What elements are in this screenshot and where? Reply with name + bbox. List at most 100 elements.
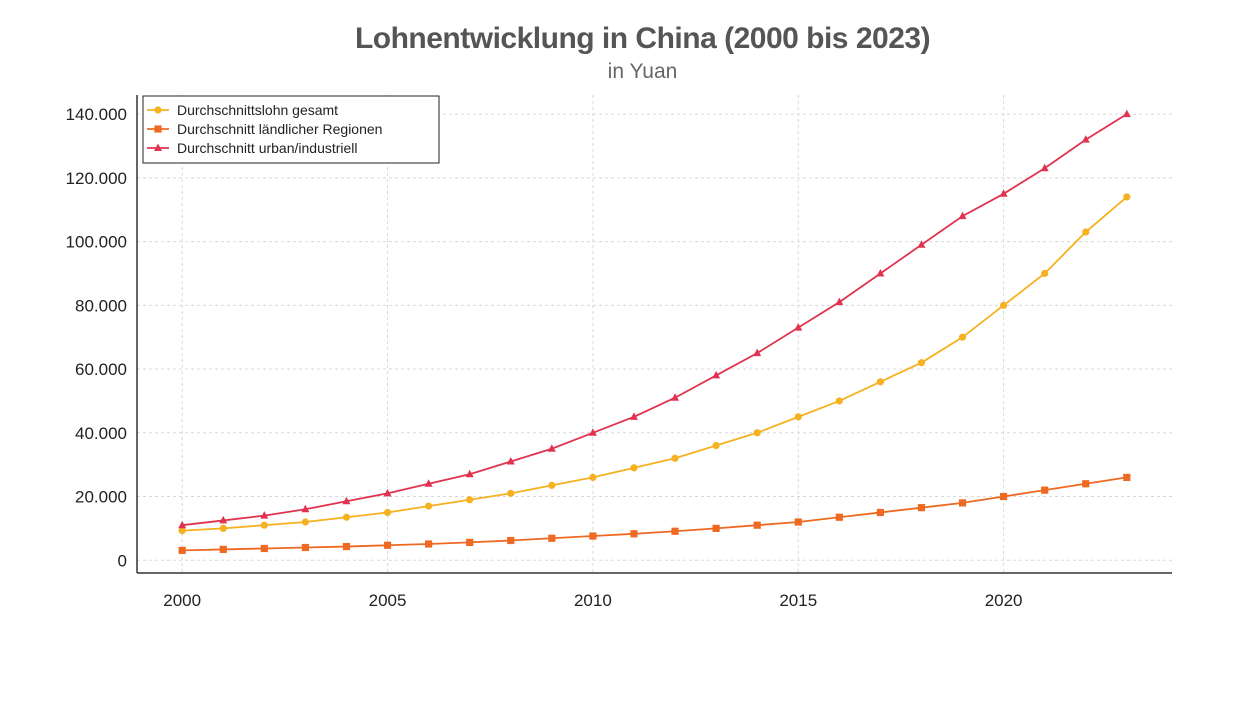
legend-marker: [154, 125, 162, 133]
legend-marker: [154, 106, 162, 114]
data-point: [1041, 269, 1049, 278]
series-line: [182, 196, 1128, 532]
data-point: [589, 532, 597, 540]
legend-box: [142, 95, 440, 164]
legend-label: Durchschnitt urban/industriell: [177, 140, 358, 156]
data-point: [1123, 473, 1131, 481]
data-point: [589, 473, 597, 481]
data-point: [588, 428, 597, 436]
data-point: [342, 496, 351, 505]
data-point: [548, 481, 556, 489]
data-point: [630, 464, 638, 472]
data-point: [671, 454, 679, 462]
legend-entry: Durchschnitt urban/industriell: [147, 140, 358, 156]
data-point: [383, 541, 392, 549]
data-point: [260, 521, 268, 529]
legend-entry: Durchschnitt ländlicher Regionen: [147, 121, 382, 137]
data-point: [999, 189, 1008, 197]
data-point: [178, 527, 186, 535]
data-point: [1081, 135, 1090, 143]
x-tick-label: 2000: [163, 591, 201, 610]
data-point: [753, 521, 761, 529]
series-line: [182, 476, 1127, 552]
data-point: [835, 397, 843, 405]
data-point: [1123, 193, 1131, 201]
y-tick-label: 80.000: [75, 296, 127, 315]
data-point: [301, 504, 310, 513]
data-point: [753, 348, 762, 357]
data-point: [507, 536, 515, 545]
data-point: [876, 268, 885, 277]
data-point: [917, 504, 926, 512]
y-tick-label: 0: [118, 551, 127, 570]
y-tick-label: 100.000: [66, 233, 127, 252]
data-point: [1041, 486, 1049, 494]
y-tick-label: 20.000: [75, 488, 127, 507]
data-point: [219, 515, 228, 524]
data-point: [712, 370, 721, 379]
series-layer: [178, 109, 1131, 554]
data-point: [1082, 480, 1090, 488]
data-point: [465, 469, 474, 478]
data-point: [1040, 163, 1049, 172]
y-tick-label: 140.000: [66, 105, 127, 124]
legend-entry: Durchschnittslohn gesamt: [147, 102, 338, 118]
data-point: [466, 538, 474, 547]
data-point: [548, 534, 556, 542]
data-point: [342, 513, 351, 521]
data-point: [178, 520, 187, 529]
data-point: [958, 211, 967, 220]
data-point: [671, 393, 680, 401]
data-point: [547, 444, 556, 452]
x-tick-label: 2005: [369, 591, 407, 610]
data-point: [1000, 492, 1008, 501]
series-3: [178, 109, 1131, 529]
y-tick-label: 60.000: [75, 360, 127, 379]
legend-label: Durchschnittslohn gesamt: [177, 102, 338, 118]
data-point: [835, 297, 844, 306]
y-tick-label: 120.000: [66, 169, 127, 188]
data-point: [794, 413, 802, 421]
data-point: [1000, 301, 1008, 309]
x-tick-label: 2010: [574, 591, 612, 610]
data-point: [301, 543, 309, 552]
data-point: [424, 479, 433, 487]
data-point: [466, 496, 474, 504]
series-2: [178, 473, 1131, 554]
data-point: [301, 518, 309, 526]
data-point: [876, 378, 884, 386]
data-point: [712, 441, 720, 450]
legend: Durchschnittslohn gesamt Durchschnitt län…: [142, 95, 440, 164]
data-point: [917, 359, 926, 367]
data-point: [917, 240, 926, 248]
x-tick-label: 2015: [779, 591, 817, 610]
grid-lines: [137, 95, 1172, 573]
data-point: [958, 499, 967, 507]
data-point: [876, 508, 884, 517]
series-1: [178, 193, 1131, 535]
data-point: [260, 544, 268, 553]
y-tick-label: 40.000: [75, 424, 127, 443]
data-point: [629, 412, 638, 420]
data-point: [219, 545, 227, 554]
chart-title: Lohnentwicklung in China (2000 bis 2023): [354, 22, 931, 55]
data-point: [178, 546, 186, 554]
data-point: [1082, 228, 1090, 236]
series-line: [182, 113, 1128, 527]
x-tick-label: 2020: [985, 591, 1023, 610]
data-point: [794, 518, 802, 526]
data-point: [260, 511, 269, 519]
data-point: [1122, 109, 1131, 118]
data-point: [425, 502, 433, 510]
data-point: [383, 488, 392, 497]
legend-label: Durchschnitt ländlicher Regionen: [177, 121, 382, 137]
data-point: [506, 456, 515, 465]
data-point: [383, 508, 392, 517]
chart-subtitle: in Yuan: [607, 60, 678, 83]
data-point: [753, 429, 761, 437]
data-point: [835, 513, 843, 521]
data-point: [794, 323, 803, 331]
data-point: [507, 489, 515, 497]
data-point: [219, 524, 227, 532]
